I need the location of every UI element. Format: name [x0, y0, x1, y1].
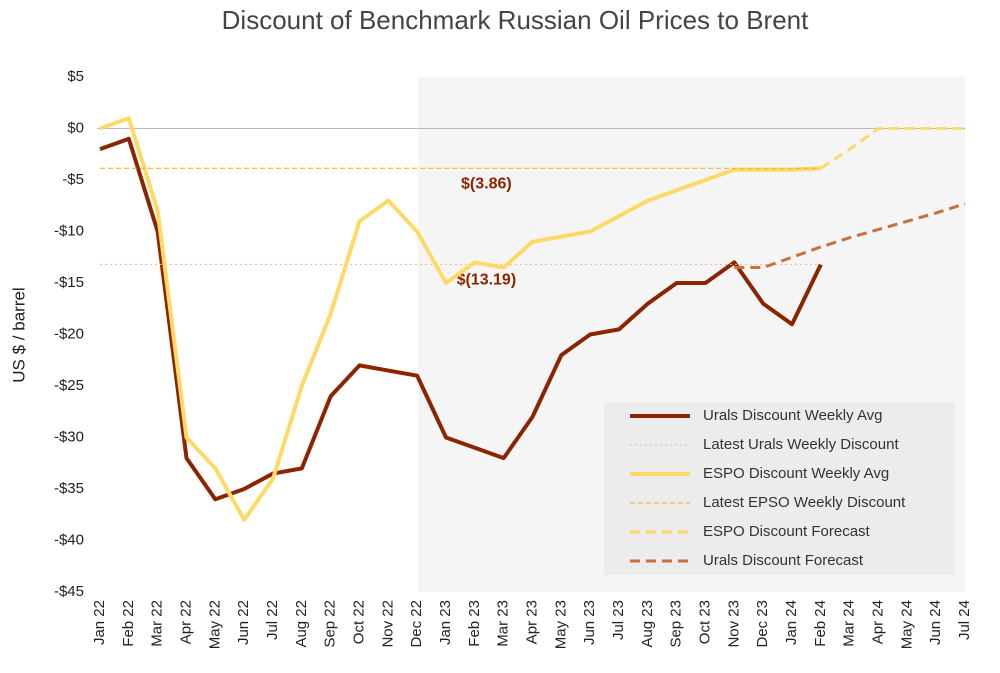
series-line [99, 116, 821, 522]
x-tick-label: Jan 24 [783, 600, 800, 645]
x-tick-label: Jun 24 [927, 600, 944, 645]
x-tick-label: Dec 23 [754, 600, 771, 648]
y-tick-label: -$30 [54, 428, 84, 445]
x-tick-label: Jul 23 [610, 600, 627, 640]
x-tick-label: Feb 22 [120, 600, 137, 647]
x-tick-label: Sep 22 [322, 600, 339, 648]
y-tick-label: -$5 [62, 171, 84, 188]
legend-label: ESPO Discount Forecast [703, 523, 871, 540]
series-line [734, 202, 966, 270]
x-tick-label: Feb 23 [466, 600, 483, 647]
chart-title: Discount of Benchmark Russian Oil Prices… [222, 5, 809, 35]
legend-label: Urals Discount Forecast [703, 552, 864, 569]
x-tick-label: Apr 22 [177, 600, 194, 644]
x-tick-label: May 24 [898, 600, 915, 649]
legend-label: Latest Urals Weekly Discount [703, 436, 899, 453]
reference-label: $(3.86) [461, 175, 512, 192]
x-tick-label: Feb 24 [812, 600, 829, 647]
x-tick-label: Mar 22 [149, 600, 166, 647]
series-line [820, 127, 965, 170]
reference-label: $(13.19) [457, 272, 517, 289]
y-tick-label: $5 [67, 68, 84, 85]
x-tick-label: Nov 23 [725, 600, 742, 648]
x-tick-label: Jul 24 [956, 600, 973, 640]
x-tick-label: Jun 22 [235, 600, 252, 645]
y-tick-label: $0 [67, 119, 84, 136]
y-tick-label: -$20 [54, 325, 84, 342]
x-tick-label: Aug 23 [639, 600, 656, 648]
legend-label: Latest EPSO Weekly Discount [703, 494, 906, 511]
y-tick-label: -$25 [54, 377, 84, 394]
x-tick-label: Jan 22 [91, 600, 108, 645]
x-tick-label: Jan 23 [437, 600, 454, 645]
y-tick-label: -$40 [54, 531, 84, 548]
x-tick-label: Apr 23 [523, 600, 540, 644]
x-tick-label: Apr 24 [869, 600, 886, 644]
x-tick-label: Aug 22 [293, 600, 310, 648]
y-axis-label: US $ / barrel [9, 287, 28, 382]
x-tick-label: Oct 22 [350, 600, 367, 644]
x-tick-label: Nov 22 [379, 600, 396, 648]
x-tick-label: Sep 23 [668, 600, 685, 648]
x-tick-label: Jun 23 [581, 600, 598, 645]
x-tick-label: Dec 22 [408, 600, 425, 648]
y-tick-label: -$10 [54, 222, 84, 239]
x-tick-label: Oct 23 [696, 600, 713, 644]
x-tick-label: Mar 23 [495, 600, 512, 647]
y-tick-label: -$15 [54, 274, 84, 291]
legend-label: Urals Discount Weekly Avg [703, 407, 883, 424]
legend-box [604, 402, 955, 575]
x-tick-label: Jul 22 [264, 600, 281, 640]
x-tick-label: May 22 [206, 600, 223, 649]
y-tick-label: -$35 [54, 480, 84, 497]
x-tick-label: May 23 [552, 600, 569, 649]
series-line [99, 136, 823, 502]
x-tick-label: Mar 24 [841, 600, 858, 647]
legend-label: ESPO Discount Weekly Avg [703, 465, 889, 482]
y-tick-label: -$45 [54, 583, 84, 600]
